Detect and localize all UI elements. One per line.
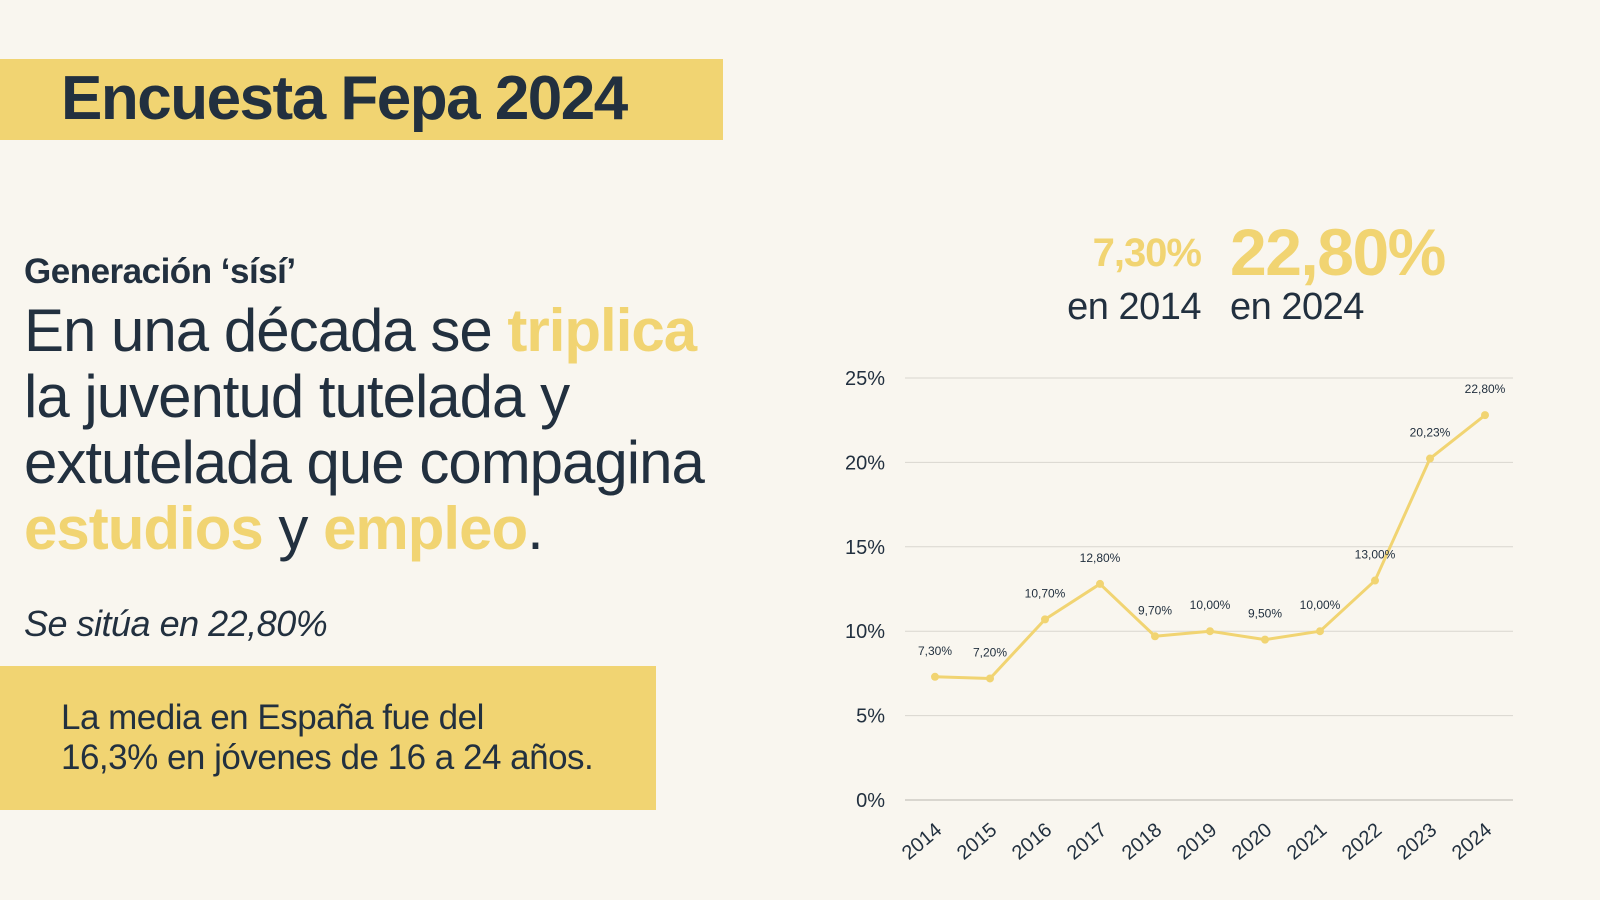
data-label: 7,30% bbox=[918, 644, 952, 658]
note-line-1: La media en España fue del bbox=[61, 698, 484, 737]
data-point bbox=[1206, 627, 1214, 636]
x-tick-label: 2015 bbox=[953, 819, 1001, 864]
y-tick-label: 10% bbox=[845, 621, 885, 643]
note-line-2: 16,3% en jóvenes de 16 a 24 años. bbox=[61, 738, 594, 777]
headline-text: y bbox=[262, 495, 324, 562]
title-band bbox=[0, 59, 723, 140]
line-chart: 0% 5% 10% 15% 20% 25% 2014 2015 2016 2017 2018 2019… bbox=[845, 368, 1513, 864]
data-label: 9,70% bbox=[1138, 603, 1172, 617]
data-point bbox=[1261, 635, 1269, 644]
data-point bbox=[1316, 627, 1324, 636]
subnote: Se sitúa en 22,80% bbox=[24, 603, 328, 644]
x-tick-label: 2019 bbox=[1173, 819, 1221, 864]
headline-line-2: la juventud tutelada y bbox=[24, 363, 570, 430]
data-label: 10,00% bbox=[1300, 598, 1341, 612]
data-label: 10,70% bbox=[1025, 586, 1066, 600]
data-point bbox=[1371, 576, 1379, 585]
headline-highlight-estudios: estudios bbox=[24, 495, 264, 562]
headline-highlight-empleo: empleo bbox=[323, 495, 528, 562]
y-tick-label: 5% bbox=[856, 706, 885, 728]
data-label: 22,80% bbox=[1465, 382, 1506, 396]
data-label: 9,50% bbox=[1248, 607, 1282, 621]
data-point bbox=[931, 672, 939, 681]
y-tick-label: 20% bbox=[845, 452, 885, 474]
data-point bbox=[1151, 632, 1159, 641]
x-tick-label: 2018 bbox=[1118, 819, 1166, 864]
x-tick-label: 2020 bbox=[1228, 819, 1276, 864]
x-tick-label: 2022 bbox=[1338, 819, 1386, 864]
x-tick-label: 2023 bbox=[1393, 819, 1441, 864]
data-point bbox=[1481, 411, 1489, 420]
y-tick-label: 15% bbox=[845, 537, 885, 559]
data-label: 13,00% bbox=[1355, 548, 1396, 562]
note-box: La media en España fue del 16,3% en jóve… bbox=[0, 666, 656, 810]
y-tick-label: 25% bbox=[845, 368, 885, 390]
data-point bbox=[1426, 454, 1434, 463]
headline-line-3: extutelada que compagina bbox=[24, 429, 705, 496]
x-tick-label: 2024 bbox=[1448, 819, 1496, 864]
page-title: Encuesta Fepa 2024 bbox=[61, 64, 628, 133]
data-label: 12,80% bbox=[1080, 551, 1121, 565]
data-label: 20,23% bbox=[1410, 426, 1451, 440]
data-point bbox=[1096, 579, 1104, 588]
headline-line-4: estudios y empleo. bbox=[24, 496, 804, 562]
stat-end-caption: en 2024 bbox=[1230, 286, 1364, 328]
headline-line-1: En una década se triplica bbox=[24, 298, 804, 364]
x-tick-label: 2014 bbox=[898, 819, 946, 864]
data-point bbox=[1041, 615, 1049, 624]
data-label: 7,20% bbox=[973, 645, 1007, 659]
x-tick-label: 2017 bbox=[1063, 819, 1111, 864]
headline-text: En una década se bbox=[24, 297, 508, 364]
headline: En una década se triplica la juventud tu… bbox=[24, 298, 804, 562]
headline-period: . bbox=[527, 495, 544, 562]
data-point bbox=[986, 674, 994, 683]
x-tick-label: 2021 bbox=[1283, 819, 1331, 864]
stat-end-value: 22,80% bbox=[1230, 215, 1446, 289]
headline-highlight-triplica: triplica bbox=[507, 297, 697, 364]
x-tick-label: 2016 bbox=[1008, 819, 1056, 864]
data-label: 10,00% bbox=[1190, 598, 1231, 612]
stat-start-value: 7,30% bbox=[1092, 231, 1202, 275]
section-kicker: Generación ‘sísí’ bbox=[24, 252, 296, 291]
y-tick-label: 0% bbox=[856, 790, 885, 812]
stat-start-caption: en 2014 bbox=[1067, 286, 1201, 328]
